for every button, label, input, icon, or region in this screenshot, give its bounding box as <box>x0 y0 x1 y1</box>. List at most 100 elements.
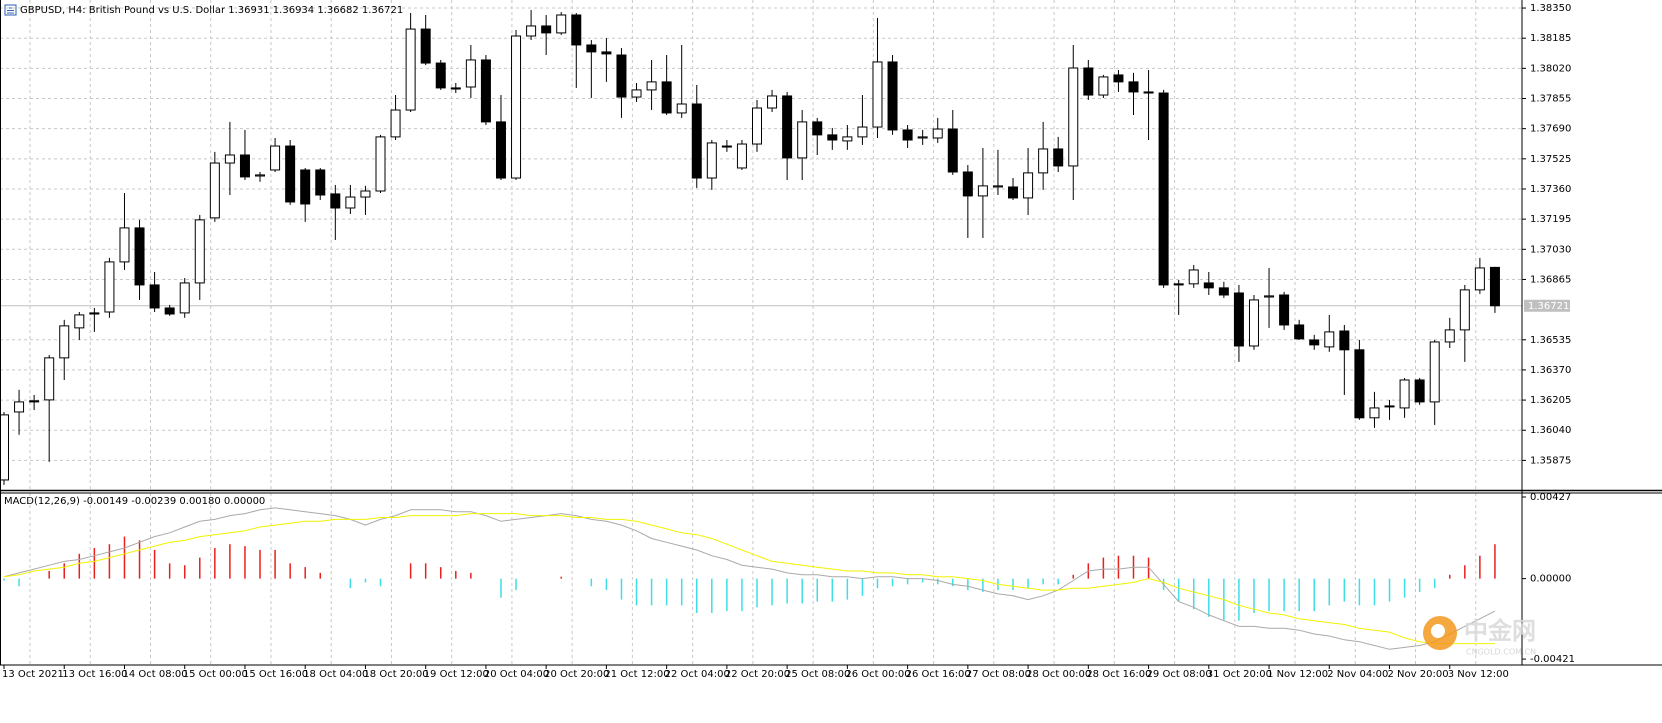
candle-body <box>541 25 552 34</box>
histogram-bar <box>560 576 562 579</box>
x-tick-label: 1 Nov 12:00 <box>1267 669 1328 680</box>
histogram-bar <box>108 544 111 579</box>
histogram-bar <box>1012 578 1014 591</box>
histogram-bar <box>168 563 171 579</box>
candle-body <box>932 128 943 139</box>
candle-body <box>1309 339 1320 346</box>
symbol-icon <box>4 4 17 16</box>
x-tick-label: 13 Oct 2021 <box>2 669 64 680</box>
histogram-bar <box>1072 574 1075 579</box>
watermark: 中金网 CNGOLD.COM.CN <box>1423 616 1536 657</box>
candle-body <box>14 401 25 413</box>
y-tick-label: 1.37690 <box>1530 124 1571 135</box>
x-tick-label: 3 Nov 12:00 <box>1448 669 1509 680</box>
watermark-name: 中金网 <box>1464 617 1536 645</box>
y-tick-label: 1.37525 <box>1530 154 1571 165</box>
x-tick-label: 15 Oct 00:00 <box>183 669 248 680</box>
histogram-bar <box>1494 544 1496 579</box>
candle-body <box>0 414 9 481</box>
x-tick-label: 28 Oct 16:00 <box>1086 669 1151 680</box>
x-tick-label: 26 Oct 00:00 <box>845 669 910 680</box>
histogram-bar <box>605 578 608 591</box>
histogram-bar <box>1057 578 1059 585</box>
candle-body <box>676 103 687 114</box>
y-tick-label: 1.35875 <box>1530 455 1571 466</box>
histogram-bar <box>620 578 623 600</box>
histogram-bar <box>138 540 141 579</box>
candle-body <box>571 14 582 46</box>
indicator-title: MACD(12,26,9) -0.00149 -0.00239 0.00180 … <box>4 496 265 507</box>
x-tick-label: 19 Oct 12:00 <box>424 669 489 680</box>
histogram-bar <box>3 578 5 581</box>
histogram-bar <box>967 578 969 591</box>
candle-body <box>616 54 627 98</box>
histogram-bar <box>726 578 728 612</box>
candle-body <box>902 129 913 141</box>
candle-body <box>782 95 793 159</box>
candle-body <box>1384 405 1395 408</box>
candle-body <box>44 357 55 401</box>
candle-body <box>59 325 70 359</box>
histogram-bar <box>515 578 517 591</box>
histogram-bar <box>1313 578 1315 612</box>
candle-body <box>330 193 341 209</box>
macd-line <box>3 507 1496 650</box>
candle-body <box>1188 269 1199 285</box>
candle-body <box>556 14 567 34</box>
histogram-bar <box>1102 557 1105 579</box>
candle-body <box>962 171 973 197</box>
candle-body <box>119 227 130 263</box>
candle-body <box>586 44 597 53</box>
histogram-bar <box>199 557 201 579</box>
histogram-bar <box>982 578 984 592</box>
candle-body <box>511 35 522 179</box>
histogram-bar <box>18 578 20 587</box>
candle-body <box>1158 92 1169 286</box>
histogram-bar <box>650 578 653 606</box>
watermark-site: CNGOLD.COM.CN <box>1466 648 1536 657</box>
candle-body <box>405 28 416 111</box>
histogram-bar <box>861 578 864 596</box>
watermark-logo <box>1431 624 1445 638</box>
histogram-bar <box>786 578 788 604</box>
histogram-bar <box>123 536 126 579</box>
candle-body <box>1173 283 1184 286</box>
x-tick-label: 2 Nov 04:00 <box>1327 669 1388 680</box>
histogram-bar <box>319 572 322 579</box>
last-price-box <box>1524 299 1570 312</box>
histogram-bar <box>952 578 954 587</box>
y-tick-label: 1.36865 <box>1530 274 1571 285</box>
candle-body <box>947 128 958 173</box>
candle-body <box>1369 407 1380 419</box>
candle-body <box>179 282 190 314</box>
candle-body <box>1143 91 1154 94</box>
x-tick-label: 28 Oct 00:00 <box>1026 669 1091 680</box>
histogram-bar <box>274 549 276 579</box>
candle-body <box>1038 148 1049 174</box>
candle-body <box>300 169 311 205</box>
candle-body <box>285 145 296 203</box>
y-tick-label: 1.38185 <box>1530 33 1571 44</box>
candle-body <box>1218 287 1229 296</box>
histogram-bar <box>1042 578 1044 585</box>
candle-body <box>797 121 808 159</box>
candle-body <box>420 28 431 64</box>
histogram-bar <box>1298 578 1300 612</box>
y-tick-label: 1.38020 <box>1530 63 1571 74</box>
y-tick-label: 1.36370 <box>1530 365 1571 376</box>
candle-body <box>1098 76 1109 96</box>
histogram-bar <box>1328 578 1331 606</box>
candle-body <box>1068 67 1079 167</box>
candle-body <box>360 190 371 198</box>
candle-body <box>1459 289 1470 331</box>
candle-body <box>1429 341 1440 403</box>
x-tick-label: 25 Oct 08:00 <box>785 669 850 680</box>
histogram-bar <box>906 578 909 585</box>
candle-body <box>842 136 853 142</box>
candle-body <box>767 95 778 109</box>
histogram-bar <box>1418 578 1421 592</box>
candle-body <box>224 154 235 164</box>
